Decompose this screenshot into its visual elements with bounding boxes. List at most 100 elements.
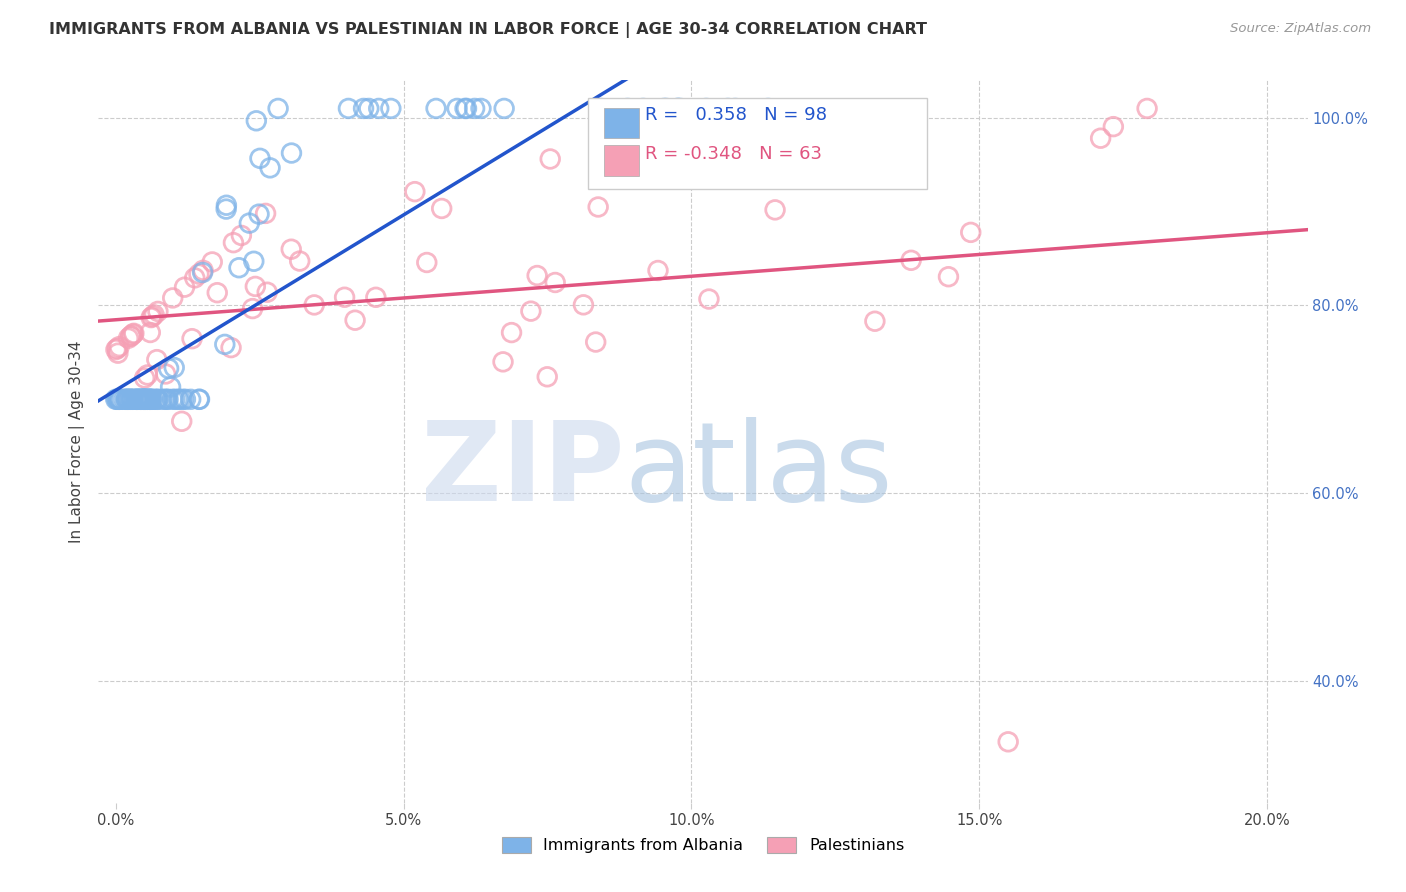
Point [631,102,654,116]
Point [132,392,155,407]
Point [585,334,607,349]
Point [167,392,190,407]
Point [108,392,131,407]
Point [245,279,267,293]
Point [695,102,717,116]
Point [697,292,720,306]
Point [188,392,211,407]
Point [526,268,548,283]
Point [125,392,148,407]
Point [104,343,127,357]
Point [120,392,142,407]
Point [139,392,162,407]
Point [259,161,281,175]
Point [191,265,214,279]
Point [162,392,184,407]
Point [122,326,145,341]
Point [146,392,169,407]
Point [242,301,264,316]
Point [174,392,197,407]
Point [464,102,486,116]
Point [997,735,1019,749]
Point [108,340,131,354]
Point [150,392,173,407]
Point [219,341,242,355]
Point [125,392,148,407]
Point [108,392,131,407]
Point [117,392,139,407]
Point [181,332,204,346]
Point [115,392,138,407]
Text: IMMIGRANTS FROM ALBANIA VS PALESTINIAN IN LABOR FORCE | AGE 30-34 CORRELATION CH: IMMIGRANTS FROM ALBANIA VS PALESTINIAN I… [49,22,927,38]
Point [131,392,153,407]
Point [430,202,453,216]
Point [139,310,162,325]
Point [425,102,447,116]
Point [228,260,250,275]
Point [191,263,214,277]
Point [146,392,169,407]
Text: atlas: atlas [624,417,893,524]
Point [120,392,142,407]
Point [652,102,675,116]
Text: R = -0.348   N = 63: R = -0.348 N = 63 [645,145,823,163]
Point [267,102,290,116]
Point [155,367,177,381]
Point [129,392,152,407]
Point [105,392,128,407]
FancyBboxPatch shape [603,108,638,138]
Point [111,392,134,407]
Point [120,329,142,343]
Point [141,310,163,324]
Point [538,152,561,166]
Point [120,392,142,407]
Point [169,392,191,407]
Point [143,392,166,407]
Point [589,102,612,116]
Point [134,371,156,385]
Point [249,151,271,165]
Point [127,392,149,407]
Point [136,392,159,407]
Point [135,392,157,407]
Point [122,327,145,342]
Point [117,331,139,345]
Point [647,263,669,277]
Point [724,102,747,116]
Text: Source: ZipAtlas.com: Source: ZipAtlas.com [1230,22,1371,36]
Point [900,253,922,268]
Point [280,242,302,256]
Point [222,235,245,250]
Point [107,346,129,360]
Point [247,207,270,221]
Point [170,414,193,428]
Point [333,290,356,304]
Point [215,198,238,212]
Point [156,392,179,407]
Point [163,360,186,375]
Point [456,102,478,116]
Point [763,202,786,217]
Point [153,392,176,407]
Point [125,392,148,407]
Point [162,291,184,305]
Point [586,200,609,214]
Point [655,102,678,116]
Point [380,102,402,116]
Point [127,392,149,407]
Point [501,326,523,340]
Point [107,392,129,407]
Point [238,216,260,230]
Point [121,392,143,407]
Point [302,298,325,312]
Point [256,285,278,300]
Point [172,392,194,407]
Legend: Immigrants from Albania, Palestinians: Immigrants from Albania, Palestinians [495,831,911,860]
Point [163,392,186,407]
Point [666,102,689,116]
Point [214,337,236,351]
Point [572,298,595,312]
Point [245,113,267,128]
Point [520,304,543,318]
Point [114,392,136,407]
